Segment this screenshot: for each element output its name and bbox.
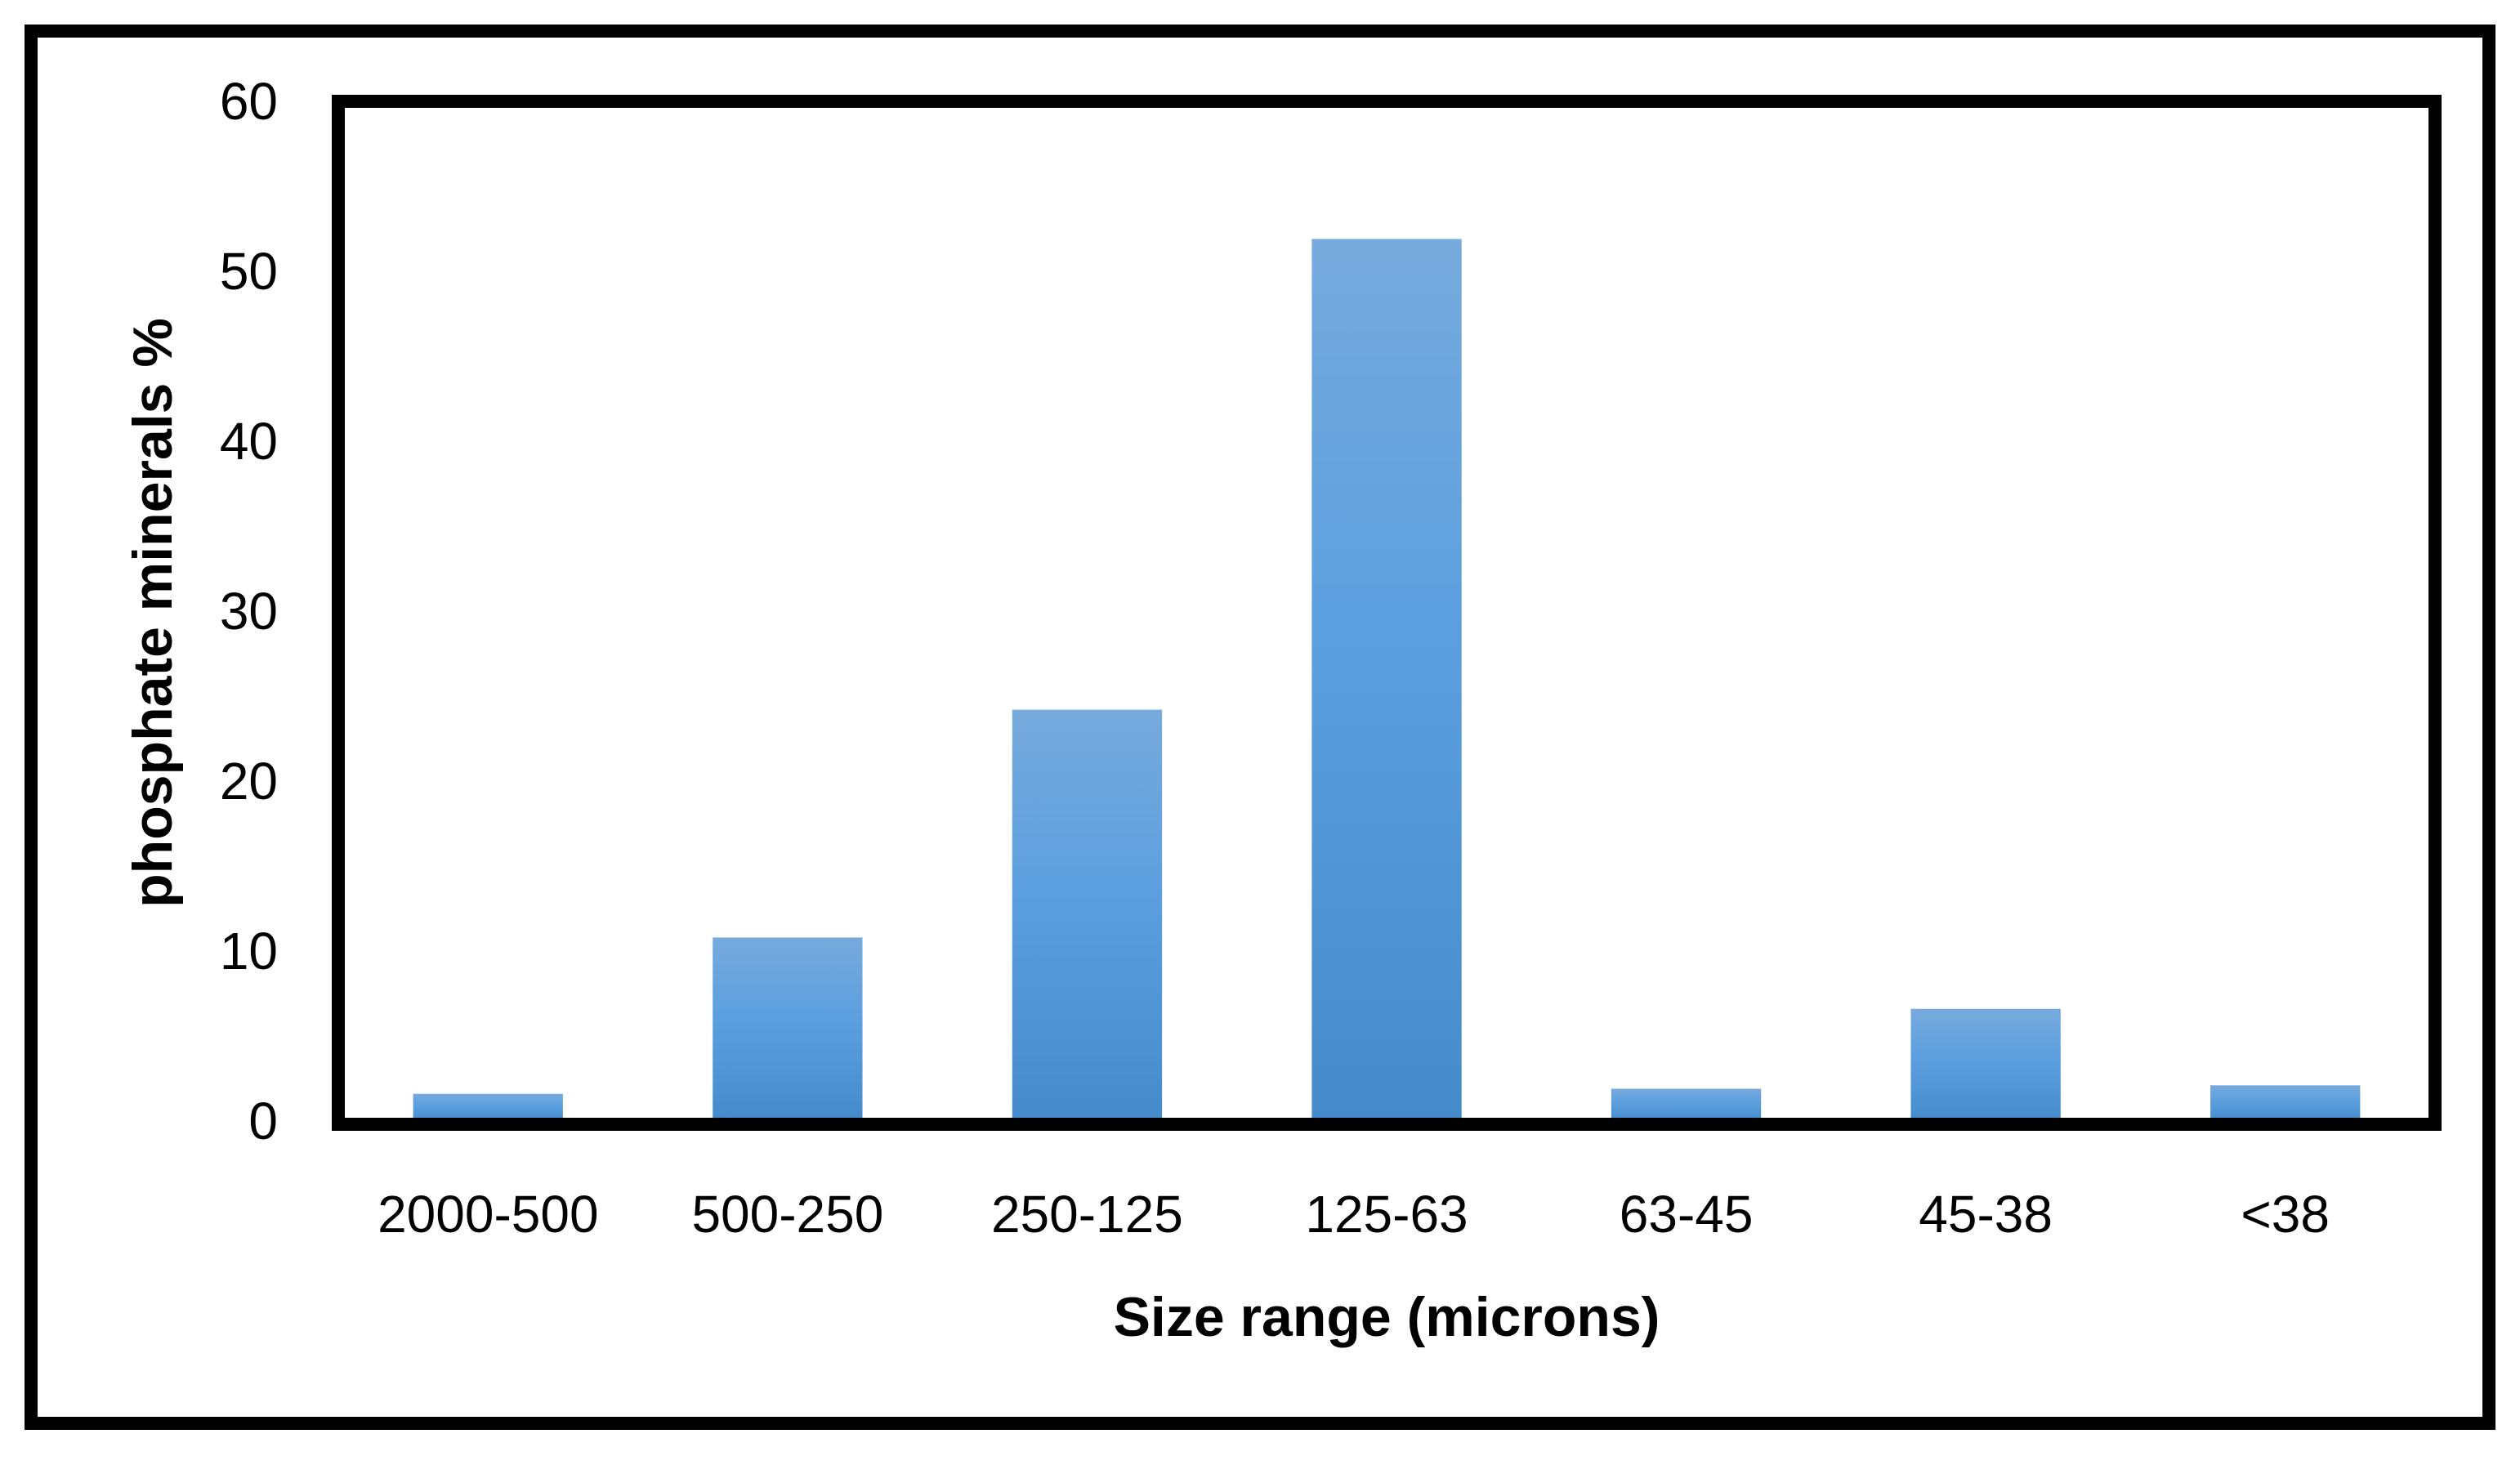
x-axis-title: Size range (microns) [1114,1286,1660,1348]
bar-1 [413,1093,563,1121]
x-axis-tick-labels: 2000-500 500-250 250-125 125-63 63-45 45-38 <3… [378,1185,2330,1244]
bar-7 [2210,1085,2361,1121]
x-tick-label: 2000-500 [378,1185,598,1244]
y-tick-label: 50 [220,242,278,301]
x-tick-label: <38 [2241,1185,2330,1244]
y-tick-label: 0 [248,1092,278,1150]
bar-6 [1910,1008,2061,1121]
y-tick-label: 30 [220,582,278,641]
x-tick-label: 125-63 [1305,1185,1468,1244]
x-tick-label: 45-38 [1919,1185,2053,1244]
y-axis-tick-labels: 0 10 20 30 40 50 60 [220,72,278,1150]
outer-frame [25,25,2495,1430]
x-tick-label: 250-125 [991,1185,1183,1244]
bar-3 [1012,709,1163,1121]
x-tick-label: 63-45 [1620,1185,1754,1244]
y-tick-label: 60 [220,72,278,131]
x-tick-label: 500-250 [691,1185,883,1244]
y-tick-label: 40 [220,412,278,471]
bar-2 [713,937,863,1121]
bar-5 [1611,1088,1762,1121]
bars-group [413,239,2361,1121]
y-axis-title: phosphate minerals % [122,318,184,908]
y-tick-label: 10 [220,922,278,980]
bar-4 [1311,239,1462,1121]
y-tick-label: 20 [220,752,278,811]
plot-area-frame [332,95,2442,1131]
